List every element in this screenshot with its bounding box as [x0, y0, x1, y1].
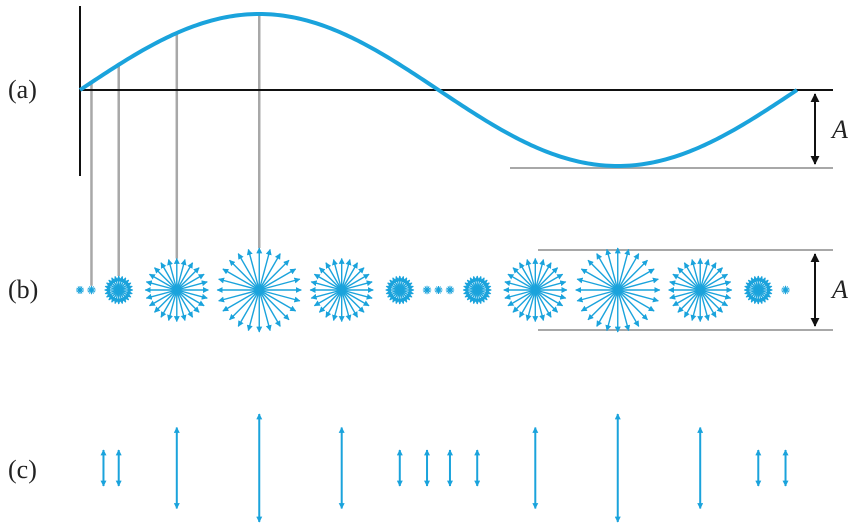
field-burst [668, 257, 733, 323]
radial-bursts [76, 247, 790, 333]
field-burst [781, 285, 790, 295]
field-burst [422, 285, 432, 295]
field-burst [87, 285, 96, 295]
field-burst [503, 257, 568, 323]
label-a: (a) [8, 75, 37, 104]
panel-a-sine-wave: A [78, 6, 848, 286]
field-burst [385, 275, 415, 305]
field-burst [144, 257, 209, 323]
projection-lines [90, 14, 261, 286]
label-c: (c) [8, 455, 37, 484]
field-burst [575, 247, 661, 333]
field-burst [76, 286, 84, 294]
field-burst [445, 285, 455, 295]
field-burst [309, 257, 374, 323]
panel-c-oscillation-arrows [100, 413, 789, 523]
label-b: (b) [8, 275, 38, 304]
field-burst [104, 275, 134, 305]
field-burst [462, 275, 492, 305]
field-burst [216, 247, 302, 333]
amplitude-label-a: A [830, 115, 848, 144]
amplitude-label-b: A [830, 275, 848, 304]
sine-wave-curve [78, 11, 799, 169]
panel-b-field-bursts: A [76, 247, 848, 333]
field-burst [434, 286, 443, 294]
field-burst [743, 275, 773, 305]
